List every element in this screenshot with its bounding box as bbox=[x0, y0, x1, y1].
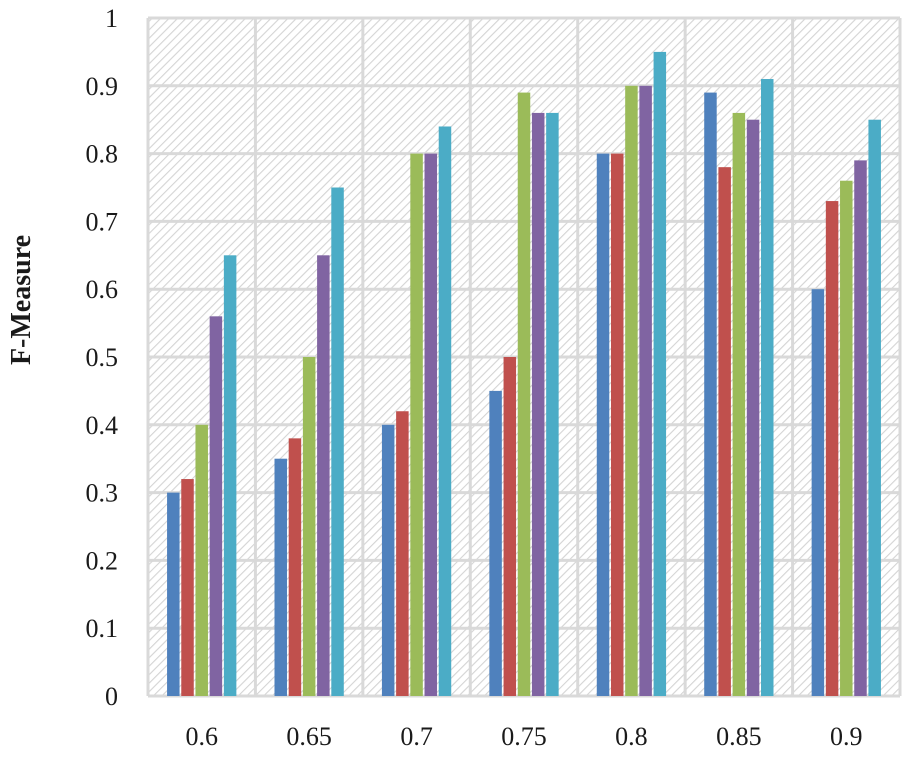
bar bbox=[704, 92, 717, 696]
bar bbox=[746, 119, 760, 696]
bar bbox=[181, 479, 194, 696]
x-tick-label: 0.7 bbox=[400, 722, 433, 751]
bar bbox=[639, 85, 652, 697]
x-tick-label: 0.9 bbox=[830, 722, 863, 751]
y-tick-label: 1 bbox=[105, 4, 118, 33]
x-tick-label: 0.65 bbox=[286, 722, 332, 751]
bar bbox=[195, 424, 208, 696]
bar bbox=[410, 153, 423, 697]
bar bbox=[517, 92, 531, 696]
y-tick-label: 0.7 bbox=[86, 207, 119, 236]
bars bbox=[167, 51, 881, 697]
y-tick-label: 0.9 bbox=[86, 72, 119, 101]
bar bbox=[302, 357, 316, 696]
bar bbox=[840, 180, 853, 697]
y-tick-label: 0.5 bbox=[86, 343, 119, 372]
bar bbox=[531, 112, 545, 697]
bar bbox=[317, 255, 330, 697]
bar bbox=[625, 85, 638, 697]
y-tick-label: 0.8 bbox=[86, 140, 119, 169]
bar bbox=[653, 51, 667, 696]
y-tick-label: 0.1 bbox=[86, 614, 119, 643]
bar bbox=[546, 112, 559, 697]
bar bbox=[489, 390, 502, 696]
bar bbox=[396, 411, 409, 696]
bar bbox=[761, 79, 774, 696]
bar bbox=[718, 167, 731, 696]
bar bbox=[167, 492, 180, 696]
bar bbox=[854, 160, 867, 696]
x-tick-label: 0.75 bbox=[501, 722, 547, 751]
bar bbox=[424, 153, 438, 697]
bar bbox=[610, 153, 624, 697]
y-axis-ticks: 0 0.1 0.2 0.3 0.4 0.5 0.6 0.7 0.8 0.9 1 bbox=[86, 4, 119, 711]
y-tick-label: 0.4 bbox=[86, 411, 119, 440]
bar bbox=[209, 316, 223, 696]
bar bbox=[438, 126, 452, 697]
bar bbox=[825, 201, 839, 696]
bar bbox=[274, 458, 287, 696]
bar bbox=[503, 357, 517, 696]
bar bbox=[811, 289, 825, 696]
y-tick-label: 0 bbox=[105, 682, 118, 711]
bar bbox=[381, 424, 395, 696]
x-tick-label: 0.85 bbox=[716, 722, 762, 751]
y-tick-label: 0.3 bbox=[86, 479, 119, 508]
bar bbox=[596, 153, 610, 697]
bar bbox=[331, 187, 344, 696]
bar bbox=[223, 255, 237, 697]
bar bbox=[868, 119, 881, 696]
bar bbox=[732, 112, 746, 697]
y-axis-label: F-Measure bbox=[6, 235, 37, 365]
bar bbox=[288, 438, 302, 696]
x-tick-label: 0.6 bbox=[185, 722, 218, 751]
x-tick-label: 0.8 bbox=[615, 722, 648, 751]
y-tick-label: 0.2 bbox=[86, 546, 119, 575]
x-axis-ticks: 0.6 0.65 0.7 0.75 0.8 0.85 0.9 bbox=[185, 722, 862, 751]
y-tick-label: 0.6 bbox=[86, 275, 119, 304]
gridlines bbox=[146, 16, 902, 698]
